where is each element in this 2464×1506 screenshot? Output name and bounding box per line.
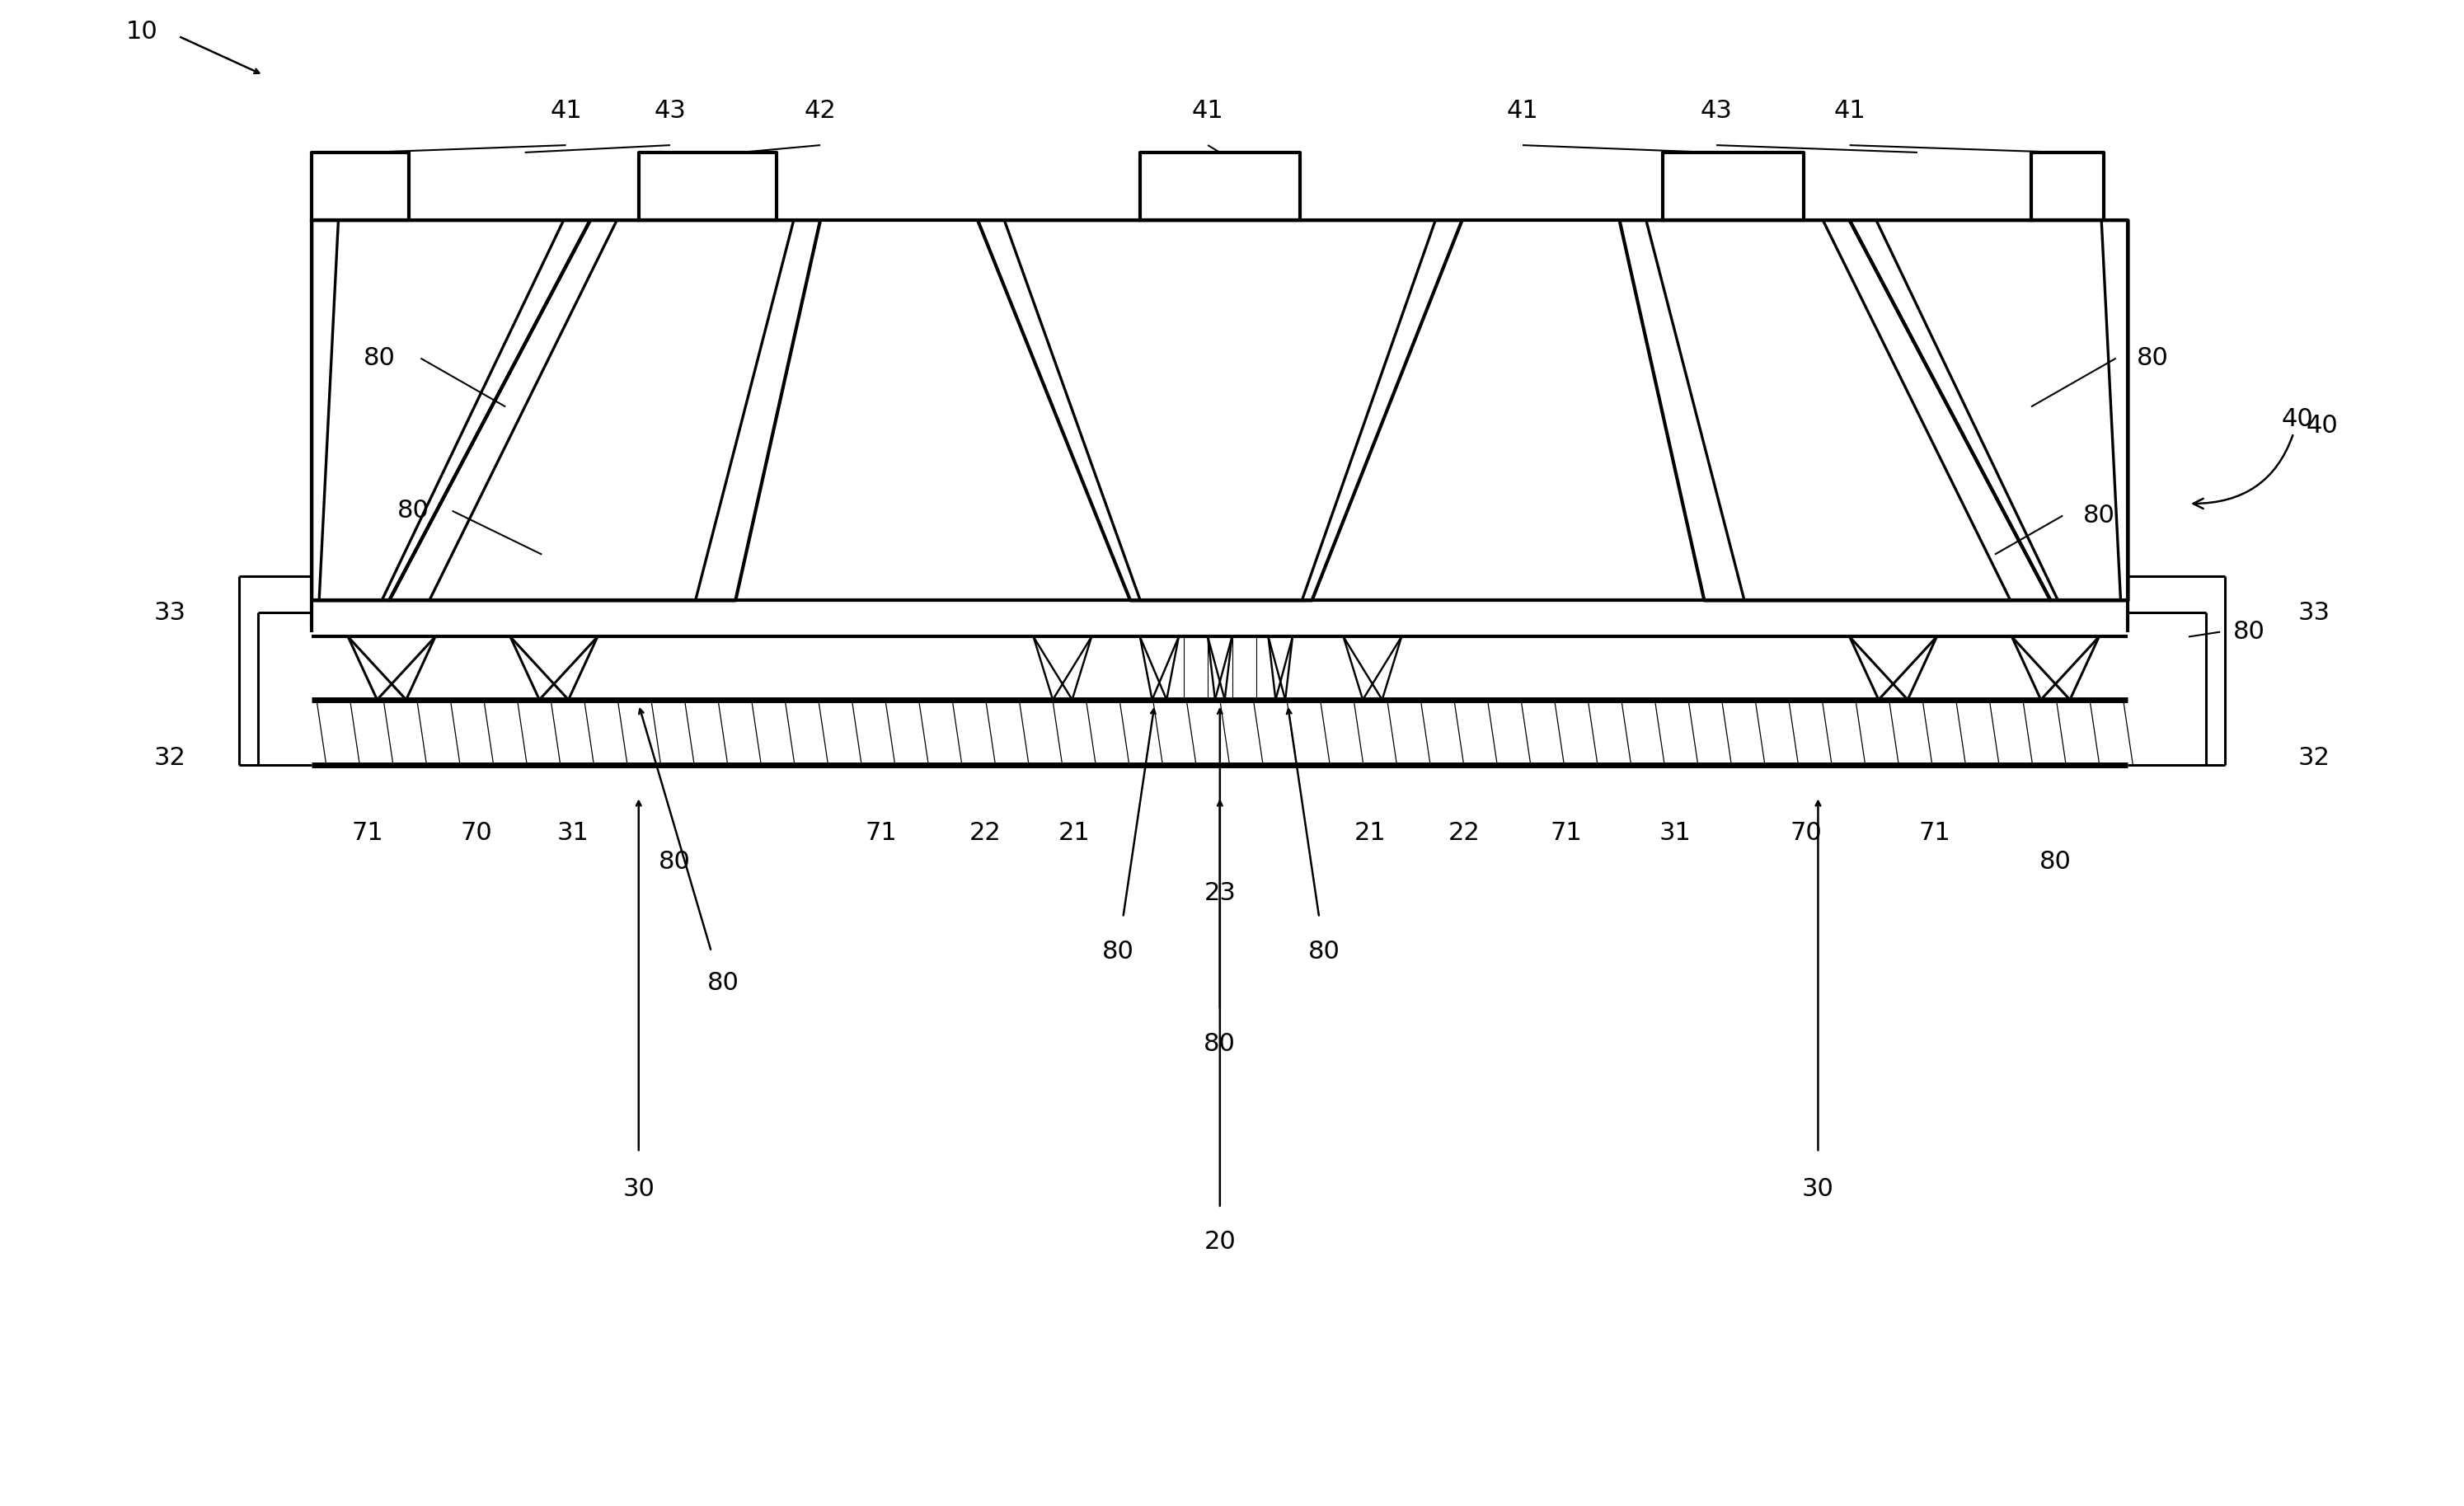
Text: 31: 31 [1658, 821, 1690, 845]
Text: 32: 32 [153, 745, 185, 770]
Text: 80: 80 [1101, 940, 1133, 964]
Text: 20: 20 [1205, 1230, 1237, 1254]
Text: 30: 30 [1801, 1178, 1833, 1200]
Text: 32: 32 [2296, 745, 2328, 770]
Text: 21: 21 [1355, 821, 1387, 845]
Text: 42: 42 [803, 99, 835, 123]
Text: 41: 41 [1833, 99, 1865, 123]
Text: 80: 80 [2040, 849, 2072, 873]
Text: 70: 70 [1789, 821, 1821, 845]
Text: 80: 80 [707, 971, 739, 995]
Text: 80: 80 [2136, 346, 2168, 370]
Text: 22: 22 [1449, 821, 1481, 845]
Text: 30: 30 [623, 1178, 655, 1200]
Text: 41: 41 [549, 99, 582, 123]
Text: 41: 41 [1506, 99, 1538, 123]
Text: 70: 70 [461, 821, 493, 845]
Text: 33: 33 [2296, 601, 2331, 625]
Text: 21: 21 [1060, 821, 1092, 845]
Text: 80: 80 [658, 849, 690, 873]
Text: 71: 71 [865, 821, 897, 845]
Text: 80: 80 [2232, 620, 2264, 645]
Text: 41: 41 [1193, 99, 1225, 123]
Text: 40: 40 [2306, 414, 2338, 438]
Text: 80: 80 [365, 346, 397, 370]
Text: 43: 43 [653, 99, 685, 123]
Text: 33: 33 [153, 601, 185, 625]
Text: 10: 10 [126, 20, 158, 44]
Text: 23: 23 [1205, 881, 1237, 905]
Text: 22: 22 [968, 821, 1000, 845]
Text: 71: 71 [352, 821, 384, 845]
Text: 40: 40 [2193, 407, 2314, 509]
Text: 31: 31 [557, 821, 589, 845]
Text: 80: 80 [1205, 1032, 1237, 1056]
Text: 80: 80 [397, 498, 429, 523]
Text: 71: 71 [1919, 821, 1951, 845]
Text: 43: 43 [1700, 99, 1732, 123]
Text: 80: 80 [1308, 940, 1340, 964]
Text: 80: 80 [2082, 503, 2114, 527]
Text: 71: 71 [1550, 821, 1582, 845]
